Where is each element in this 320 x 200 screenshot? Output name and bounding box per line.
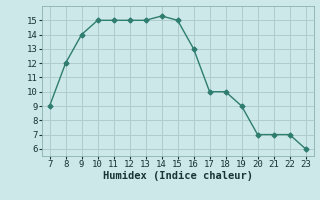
X-axis label: Humidex (Indice chaleur): Humidex (Indice chaleur) [103,171,252,181]
